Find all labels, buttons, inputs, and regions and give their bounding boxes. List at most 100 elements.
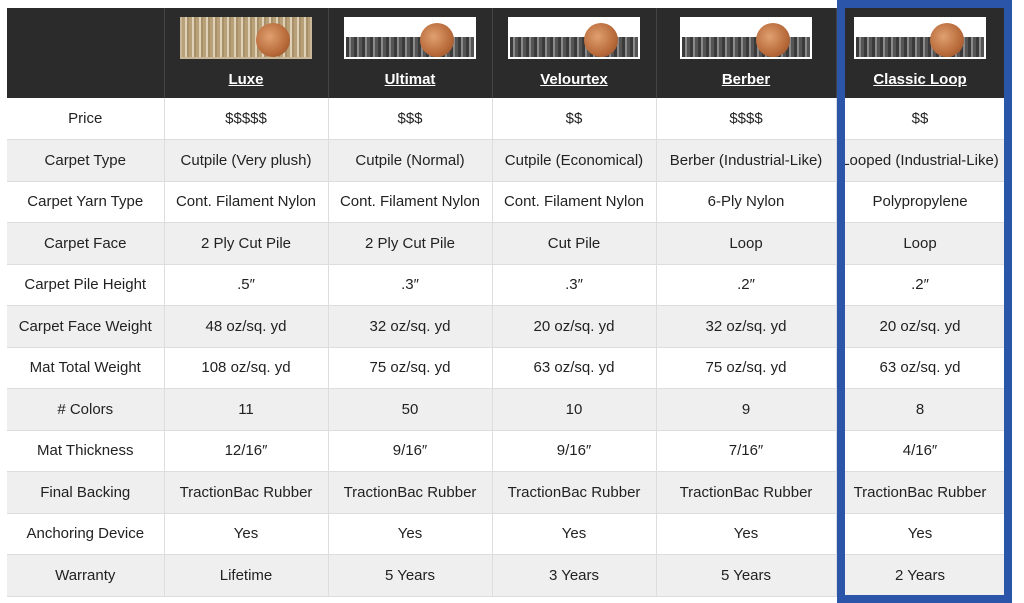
cell-classic: 4/16″ <box>836 430 1005 472</box>
row-label: Carpet Yarn Type <box>7 181 165 223</box>
row-label: Carpet Type <box>7 139 165 181</box>
penny-icon <box>584 23 618 57</box>
cell-classic: 2 Years <box>836 554 1005 596</box>
cell-luxe: Yes <box>164 513 329 555</box>
cell-luxe: TractionBac Rubber <box>164 471 329 513</box>
table-row: Price $$$$$ $$$ $$ $$$$ $$ <box>7 98 1005 140</box>
cell-berber: Yes <box>656 513 837 555</box>
cell-berber: .2″ <box>656 264 837 306</box>
carpet-sample-image <box>344 17 476 59</box>
product-header-luxe: Luxe <box>164 8 329 98</box>
cell-berber: Loop <box>656 222 837 264</box>
cell-berber: 5 Years <box>656 554 837 596</box>
carpet-sample-image <box>854 17 986 59</box>
cell-ultimat: .3″ <box>328 264 493 306</box>
cell-classic: Loop <box>836 222 1005 264</box>
table-row: Mat Total Weight 108 oz/sq. yd 75 oz/sq. y… <box>7 347 1005 389</box>
cell-classic: Yes <box>836 513 1005 555</box>
cell-ultimat: 5 Years <box>328 554 493 596</box>
cell-luxe: 108 oz/sq. yd <box>164 347 329 389</box>
row-label: Carpet Face Weight <box>7 305 165 347</box>
cell-berber: 6-Ply Nylon <box>656 181 837 223</box>
cell-velourtex: 9/16″ <box>492 430 657 472</box>
cell-classic: 63 oz/sq. yd <box>836 347 1005 389</box>
cell-ultimat: Cutpile (Normal) <box>328 139 493 181</box>
cell-luxe: $$$$$ <box>164 98 329 140</box>
cell-velourtex: TractionBac Rubber <box>492 471 657 513</box>
cell-classic: Polypropylene <box>836 181 1005 223</box>
cell-ultimat: 32 oz/sq. yd <box>328 305 493 347</box>
table-row: Carpet Yarn Type Cont. Filament Nylon Cont… <box>7 181 1005 223</box>
cell-luxe: Cont. Filament Nylon <box>164 181 329 223</box>
cell-ultimat: 50 <box>328 388 493 430</box>
product-link[interactable]: Velourtex <box>540 71 608 88</box>
carpet-sample-image <box>180 17 312 59</box>
product-header-berber: Berber <box>656 8 837 98</box>
table-row: Carpet Pile Height .5″ .3″ .3″ .2″ .2″ <box>7 264 1005 306</box>
penny-icon <box>756 23 790 57</box>
cell-ultimat: Cont. Filament Nylon <box>328 181 493 223</box>
header-empty-cell <box>7 8 165 98</box>
cell-ultimat: Yes <box>328 513 493 555</box>
cell-classic: Looped (Industrial-Like) <box>836 139 1005 181</box>
product-header-classic: Classic Loop <box>836 8 1005 98</box>
cell-berber: $$$$ <box>656 98 837 140</box>
penny-icon <box>420 23 454 57</box>
cell-velourtex: Cont. Filament Nylon <box>492 181 657 223</box>
cell-velourtex: 10 <box>492 388 657 430</box>
row-label: Warranty <box>7 554 165 596</box>
cell-luxe: 2 Ply Cut Pile <box>164 222 329 264</box>
cell-luxe: Lifetime <box>164 554 329 596</box>
cell-classic: 20 oz/sq. yd <box>836 305 1005 347</box>
cell-berber: 7/16″ <box>656 430 837 472</box>
cell-ultimat: 9/16″ <box>328 430 493 472</box>
carpet-sample-image <box>508 17 640 59</box>
cell-velourtex: $$ <box>492 98 657 140</box>
row-label: Mat Total Weight <box>7 347 165 389</box>
product-link[interactable]: Ultimat <box>384 71 436 88</box>
cell-classic: 8 <box>836 388 1005 430</box>
penny-icon <box>256 23 290 57</box>
cell-velourtex: 20 oz/sq. yd <box>492 305 657 347</box>
row-label: Price <box>7 98 165 140</box>
cell-luxe: 12/16″ <box>164 430 329 472</box>
table-row: Carpet Face 2 Ply Cut Pile 2 Ply Cut Pile C… <box>7 222 1005 264</box>
cell-berber: TractionBac Rubber <box>656 471 837 513</box>
cell-berber: 9 <box>656 388 837 430</box>
cell-velourtex: 63 oz/sq. yd <box>492 347 657 389</box>
cell-classic: .2″ <box>836 264 1005 306</box>
cell-ultimat: TractionBac Rubber <box>328 471 493 513</box>
row-label: Carpet Pile Height <box>7 264 165 306</box>
row-label: Final Backing <box>7 471 165 513</box>
product-link[interactable]: Luxe <box>228 71 264 88</box>
cell-velourtex: Cutpile (Economical) <box>492 139 657 181</box>
carpet-sample-image <box>680 17 812 59</box>
product-header-ultimat: Ultimat <box>328 8 493 98</box>
cell-luxe: 48 oz/sq. yd <box>164 305 329 347</box>
table-row: Warranty Lifetime 5 Years 3 Years 5 Years 2 Y… <box>7 554 1005 596</box>
table-row: Anchoring Device Yes Yes Yes Yes Yes <box>7 513 1005 555</box>
cell-berber: Berber (Industrial-Like) <box>656 139 837 181</box>
cell-berber: 75 oz/sq. yd <box>656 347 837 389</box>
product-header-velourtex: Velourtex <box>492 8 657 98</box>
product-link[interactable]: Berber <box>721 71 771 88</box>
row-label: Carpet Face <box>7 222 165 264</box>
cell-ultimat: $$$ <box>328 98 493 140</box>
table-row: Final Backing TractionBac Rubber TractionB… <box>7 471 1005 513</box>
cell-velourtex: .3″ <box>492 264 657 306</box>
cell-velourtex: Cut Pile <box>492 222 657 264</box>
cell-classic: TractionBac Rubber <box>836 471 1005 513</box>
cell-luxe: Cutpile (Very plush) <box>164 139 329 181</box>
penny-icon <box>930 23 964 57</box>
product-link[interactable]: Classic Loop <box>873 71 967 88</box>
cell-ultimat: 75 oz/sq. yd <box>328 347 493 389</box>
cell-luxe: 11 <box>164 388 329 430</box>
cell-velourtex: Yes <box>492 513 657 555</box>
table-row: Mat Thickness 12/16″ 9/16″ 9/16″ 7/16″ 4/16″ <box>7 430 1005 472</box>
cell-berber: 32 oz/sq. yd <box>656 305 837 347</box>
table-row: # Colors 11 50 10 9 8 <box>7 388 1005 430</box>
table-row: Carpet Face Weight 48 oz/sq. yd 32 oz/sq. … <box>7 305 1005 347</box>
cell-velourtex: 3 Years <box>492 554 657 596</box>
header-row: Luxe Ultimat Velourtex Berber Classic Loop <box>7 8 1005 98</box>
row-label: Mat Thickness <box>7 430 165 472</box>
